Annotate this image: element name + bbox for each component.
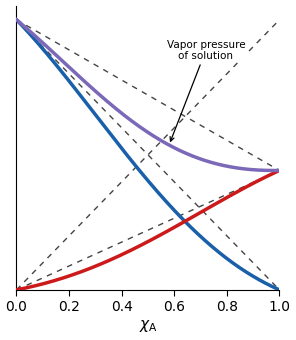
X-axis label: $\chi_{\rm A}$: $\chi_{\rm A}$	[139, 319, 157, 335]
Text: Vapor pressure
of solution: Vapor pressure of solution	[167, 40, 245, 141]
